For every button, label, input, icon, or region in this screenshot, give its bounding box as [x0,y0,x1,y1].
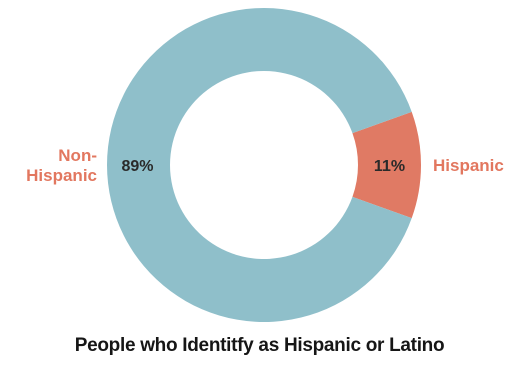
slice-value-labels: 11% 89% [121,158,405,175]
value-label-hispanic: 11% [374,158,405,175]
category-label-hispanic: Hispanic [433,156,504,175]
value-label-non-hispanic: 89% [121,158,153,175]
chart-title: People who Identitfy as Hispanic or Lati… [74,335,445,356]
donut-slices [107,7,422,323]
slice-non-hispanic [107,7,412,323]
slice-hispanic [352,111,422,219]
category-label-non-hispanic: Non-Hispanic [26,146,97,185]
slice-category-labels: Hispanic Non-Hispanic [26,146,504,185]
